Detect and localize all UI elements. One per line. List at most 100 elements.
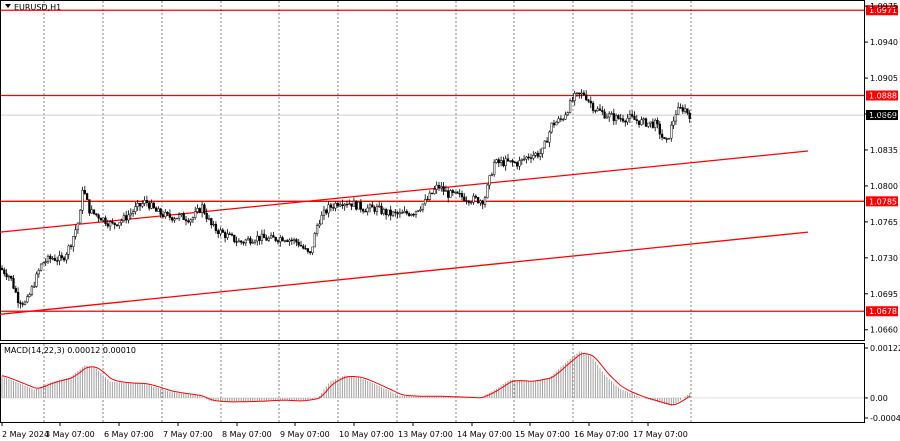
candle-body <box>28 294 31 297</box>
candle <box>253 239 257 245</box>
candle-body <box>341 204 344 207</box>
candle <box>502 156 505 168</box>
candle-body <box>375 206 379 212</box>
candle-body <box>355 200 358 210</box>
candle <box>626 114 629 126</box>
candle-body <box>175 217 178 220</box>
candle <box>483 195 487 208</box>
candle <box>184 215 188 226</box>
candle-body <box>295 239 298 243</box>
candle <box>67 244 70 260</box>
candle-body <box>318 223 321 226</box>
candle-body <box>621 118 625 122</box>
candle <box>134 201 137 215</box>
candle-body <box>495 159 498 163</box>
candle <box>387 209 390 217</box>
candle <box>605 113 609 119</box>
candle-body <box>557 118 560 123</box>
candle-body <box>536 152 540 157</box>
level-price-label: 1.0785 <box>869 197 897 206</box>
candle <box>338 202 342 208</box>
candle <box>463 193 466 202</box>
candle <box>315 223 319 237</box>
candle-body <box>159 208 162 215</box>
candle <box>118 222 121 229</box>
candle-body <box>120 220 123 224</box>
candle <box>120 218 123 226</box>
candle-body <box>62 257 66 261</box>
candle <box>403 206 406 214</box>
candle-body <box>253 240 257 243</box>
candle <box>571 96 574 103</box>
candle-body <box>122 215 126 221</box>
candle <box>612 108 615 126</box>
candle-body <box>203 204 206 214</box>
candle-body <box>578 92 581 95</box>
candle <box>488 175 491 190</box>
candle <box>175 217 178 220</box>
macd-panel-frame <box>0 343 865 423</box>
candle <box>56 256 59 266</box>
time-tick-label: 16 May 07:00 <box>574 430 629 439</box>
candle-body <box>205 212 208 220</box>
candle-body <box>380 205 383 214</box>
candle-body <box>134 206 137 212</box>
candle-body <box>5 273 8 278</box>
candle-body <box>7 275 11 278</box>
candle-body <box>511 160 514 163</box>
candle-body <box>608 113 611 118</box>
candle <box>108 219 112 231</box>
candle-body <box>458 193 461 195</box>
candle-body <box>649 121 652 124</box>
candle <box>578 92 581 99</box>
candle-body <box>614 115 618 121</box>
candle-body <box>619 118 622 120</box>
horizontal-levels[interactable]: 1.0971 1.0888 1.0785 1.0678 1.0869 <box>1 5 898 317</box>
candle-body <box>210 218 213 226</box>
candle-body <box>647 122 650 127</box>
candle <box>60 252 63 261</box>
candle-body <box>97 214 100 219</box>
candle-body <box>81 190 84 211</box>
candle-body <box>136 203 139 207</box>
candle-body <box>631 114 634 117</box>
candle-body <box>249 238 252 244</box>
candle-body <box>23 301 27 305</box>
candle <box>102 217 105 223</box>
candle <box>345 200 349 208</box>
candle-body <box>435 184 438 190</box>
candle <box>407 211 411 217</box>
candle <box>534 151 537 158</box>
candle <box>640 116 643 126</box>
candle <box>660 129 664 141</box>
candle <box>453 191 457 194</box>
candle-body <box>69 245 73 247</box>
candle-body <box>674 113 678 122</box>
level-price-tag <box>866 5 898 16</box>
candle-body <box>437 184 441 189</box>
candle <box>610 111 613 115</box>
candle-body <box>74 229 77 237</box>
candle-body <box>624 120 627 123</box>
candle-body <box>382 209 385 214</box>
candle <box>447 187 450 203</box>
candle-body <box>520 158 523 161</box>
candle-body <box>99 217 103 221</box>
triangle-down-icon[interactable] <box>5 4 11 8</box>
trend-line[interactable] <box>0 150 809 233</box>
candle <box>674 110 678 125</box>
candle <box>341 199 344 210</box>
candle <box>529 153 533 163</box>
candle <box>481 199 484 210</box>
trend-lines[interactable] <box>0 150 809 315</box>
candle <box>460 190 464 201</box>
candle-body <box>679 107 682 109</box>
trend-line[interactable] <box>0 231 809 315</box>
candle-body <box>237 240 241 243</box>
candle <box>138 202 142 212</box>
candle-body <box>527 156 530 159</box>
candle <box>104 215 107 226</box>
candle <box>598 104 602 111</box>
candle <box>467 199 471 206</box>
